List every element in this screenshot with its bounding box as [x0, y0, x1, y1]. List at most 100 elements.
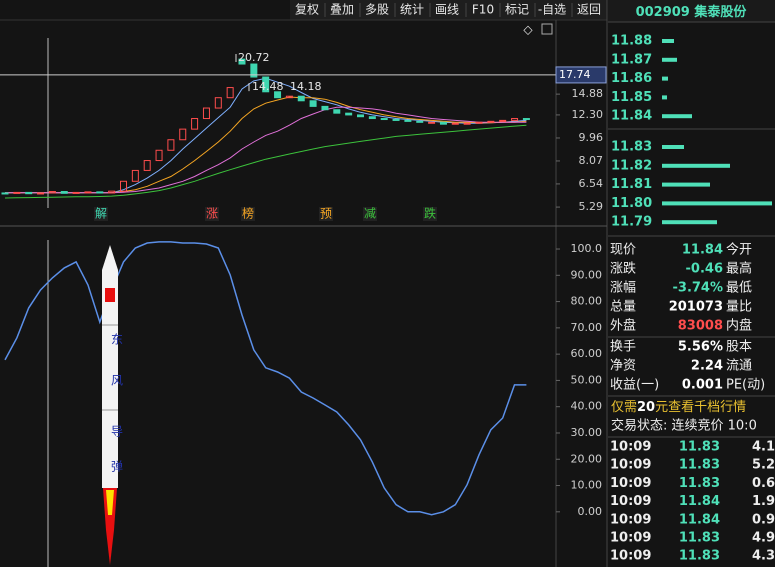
promo-price[interactable]: 20: [637, 400, 655, 415]
toolbar-button[interactable]: -自选: [538, 3, 566, 17]
quote-label: 最高: [726, 261, 752, 277]
quote-label: 流通: [726, 359, 752, 374]
y-tick-label: 12.30: [572, 108, 604, 121]
event-marker[interactable]: 榜: [242, 206, 254, 221]
promo[interactable]: 仅需20元查看千档行情: [611, 399, 746, 415]
y-tick-label: 50.00: [571, 373, 603, 386]
candle: [368, 116, 376, 120]
event-marker[interactable]: 涨: [206, 206, 218, 221]
trade-volume: 4.9万: [752, 531, 775, 546]
quote-label: 总量: [610, 300, 636, 315]
y-tick-label: 10.00: [571, 479, 603, 492]
y-tick-label: 30.00: [571, 426, 603, 439]
candle: [84, 191, 92, 194]
trade-time: 10:09: [610, 531, 651, 546]
toolbar-button[interactable]: 画线: [435, 3, 459, 17]
y-tick-label: 20.00: [571, 452, 603, 465]
candle: [72, 191, 80, 194]
book-bar: [662, 57, 677, 62]
candle: [511, 118, 519, 121]
candle: [380, 118, 388, 121]
event-box: [94, 207, 108, 221]
candle: [48, 191, 56, 194]
candle: [167, 139, 175, 151]
quote-label: 量比: [726, 300, 752, 315]
toolbar-button[interactable]: 复权: [295, 3, 319, 17]
y-tick-label: 40.00: [571, 400, 603, 413]
candle: [463, 122, 471, 125]
candle: [285, 95, 293, 99]
book-bar: [662, 95, 667, 100]
book-price: 11.83: [611, 140, 652, 155]
toolbar-button[interactable]: 标记: [505, 3, 529, 17]
toolbar-button[interactable]: F10: [472, 3, 494, 17]
trade-price: 11.83: [679, 531, 720, 546]
moving-average: [4, 124, 527, 199]
toolbar-button[interactable]: 叠加: [330, 3, 354, 17]
icon-window[interactable]: [541, 23, 553, 35]
book-bar: [662, 201, 772, 206]
y-tick-label: 70.00: [571, 321, 603, 334]
trade-price: 11.83: [679, 476, 720, 491]
candle: [309, 100, 317, 107]
trade-price: 11.83: [679, 549, 720, 564]
candle: [250, 63, 258, 78]
quote-label: PE(动): [726, 378, 765, 393]
candle: [143, 160, 151, 171]
event-marker[interactable]: 解: [95, 207, 107, 221]
candle: [25, 191, 33, 195]
quote-label: 股本: [726, 340, 752, 355]
crosshair-label: 17.74: [559, 68, 591, 81]
trade-status: 交易状态: 连续竞价 10:0: [611, 418, 757, 434]
book-price: 11.87: [611, 52, 652, 67]
candle: [96, 191, 104, 194]
quote-value: 0.001: [682, 378, 723, 393]
quote-label: 今开: [726, 242, 752, 258]
rocket-flame: [103, 488, 117, 565]
promo-text[interactable]: 元查看千档行情: [655, 399, 746, 415]
event-box: [423, 207, 437, 221]
icon-diamond[interactable]: ◇: [523, 23, 533, 37]
candle: [475, 121, 483, 124]
book-bar: [662, 39, 674, 43]
trade-price: 11.84: [679, 512, 720, 527]
quote-header: [608, 0, 775, 22]
price-mark: 14.18: [290, 80, 322, 93]
y-tick-label: 14.88: [572, 87, 604, 100]
rocket-body: [102, 245, 118, 488]
candle: [226, 87, 234, 99]
candle: [357, 114, 364, 118]
candle: [120, 180, 127, 192]
toolbar-button[interactable]: 统计: [400, 3, 424, 17]
quote-label: 内盘: [726, 318, 752, 334]
y-tick-label: 60.00: [571, 347, 603, 360]
candle: [214, 97, 222, 109]
event-box: [319, 207, 333, 221]
crosshair-label-box: [555, 66, 607, 84]
promo-text[interactable]: 仅需: [611, 400, 637, 415]
quote-value: -0.46: [686, 262, 723, 277]
candle: [13, 191, 21, 194]
event-marker[interactable]: 预: [320, 207, 332, 221]
rocket: [102, 245, 118, 565]
quote-label: 现价: [610, 243, 636, 258]
y-tick-label: 9.96: [579, 131, 604, 144]
toolbar-button[interactable]: 多股: [365, 3, 389, 17]
toolbar-button[interactable]: 返回: [577, 3, 601, 17]
quote-label: 涨幅: [610, 281, 636, 296]
event-marker[interactable]: 减: [364, 207, 376, 221]
book-price: 11.82: [611, 158, 652, 173]
trade-volume: 5.2万: [752, 458, 775, 473]
event-marker[interactable]: 跌: [424, 206, 436, 221]
stock-code: 002909: [636, 5, 690, 20]
rocket-text: 东: [111, 333, 123, 347]
quote-label: 外盘: [610, 318, 636, 334]
quote-label: 换手: [610, 340, 636, 355]
trade-time: 10:09: [610, 476, 651, 491]
book-bar: [662, 182, 710, 187]
quote-label: 收益(一): [610, 378, 659, 393]
candle: [439, 121, 447, 125]
quote-value: 83008: [678, 319, 723, 334]
book-bar: [662, 220, 717, 225]
